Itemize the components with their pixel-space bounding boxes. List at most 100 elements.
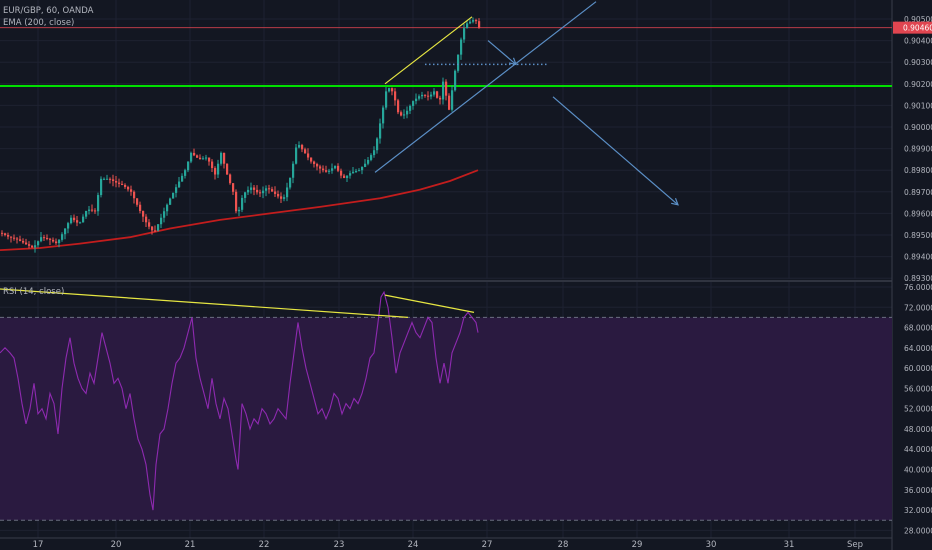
candle-up[interactable] bbox=[70, 217, 73, 224]
candle-up[interactable] bbox=[328, 170, 331, 172]
price-axis[interactable]: 0.90500 0.90400 0.90300 0.90200 0.90100 0.900… bbox=[893, 15, 932, 535]
candle-up[interactable] bbox=[250, 187, 253, 190]
candle-down[interactable] bbox=[325, 170, 328, 172]
candle-down[interactable] bbox=[277, 193, 280, 197]
candle-up[interactable] bbox=[352, 171, 355, 174]
candle-down[interactable] bbox=[7, 235, 10, 237]
candle-up[interactable] bbox=[385, 91, 388, 108]
candle-down[interactable] bbox=[208, 157, 211, 162]
candle-up[interactable] bbox=[454, 70, 457, 91]
candle-down[interactable] bbox=[226, 163, 229, 175]
candle-up[interactable] bbox=[361, 166, 364, 171]
candle-up[interactable] bbox=[169, 198, 172, 205]
candle-up[interactable] bbox=[205, 157, 208, 159]
candle-down[interactable] bbox=[253, 187, 256, 190]
candle-down[interactable] bbox=[223, 152, 226, 164]
candle-up[interactable] bbox=[181, 175, 184, 182]
candle-up[interactable] bbox=[472, 20, 475, 22]
candle-down[interactable] bbox=[322, 168, 325, 171]
candle-up[interactable] bbox=[61, 234, 64, 240]
time-axis[interactable]: 17 20 21 22 23 24 27 28 29 30 31 Sep bbox=[33, 540, 863, 550]
candle-up[interactable] bbox=[217, 163, 220, 175]
candle-down[interactable] bbox=[22, 240, 25, 243]
candle-down[interactable] bbox=[280, 196, 283, 199]
candle-down[interactable] bbox=[439, 97, 442, 100]
channel-line[interactable] bbox=[374, 1, 597, 173]
candle-down[interactable] bbox=[121, 183, 124, 185]
candle-down[interactable] bbox=[151, 226, 154, 231]
candle-down[interactable] bbox=[139, 204, 142, 211]
candle-up[interactable] bbox=[82, 216, 85, 223]
candle-up[interactable] bbox=[175, 187, 178, 193]
candle-up[interactable] bbox=[364, 163, 367, 167]
candle-up[interactable] bbox=[334, 165, 337, 169]
candle-up[interactable] bbox=[172, 192, 175, 199]
candle-up[interactable] bbox=[298, 145, 301, 148]
candle-up[interactable] bbox=[244, 192, 247, 198]
candle-up[interactable] bbox=[406, 110, 409, 115]
candle-up[interactable] bbox=[79, 222, 82, 224]
candle-down[interactable] bbox=[28, 244, 31, 246]
candle-up[interactable] bbox=[412, 101, 415, 106]
candle-up[interactable] bbox=[415, 98, 418, 102]
candle-up[interactable] bbox=[97, 195, 100, 212]
candle-down[interactable] bbox=[94, 210, 97, 212]
candle-up[interactable] bbox=[163, 211, 166, 218]
candle-up[interactable] bbox=[103, 178, 106, 180]
candle-up[interactable] bbox=[418, 96, 421, 99]
candle-up[interactable] bbox=[58, 239, 61, 244]
candle-down[interactable] bbox=[118, 182, 121, 184]
candle-up[interactable] bbox=[88, 209, 91, 211]
candle-up[interactable] bbox=[460, 39, 463, 55]
candle-down[interactable] bbox=[232, 183, 235, 192]
candle-up[interactable] bbox=[442, 81, 445, 100]
candle-up[interactable] bbox=[466, 23, 469, 29]
candle-up[interactable] bbox=[178, 181, 181, 188]
candle-down[interactable] bbox=[55, 241, 58, 244]
candle-up[interactable] bbox=[403, 114, 406, 116]
candle-up[interactable] bbox=[40, 237, 43, 242]
candle-down[interactable] bbox=[235, 191, 238, 212]
candle-down[interactable] bbox=[424, 94, 427, 96]
price-pane[interactable] bbox=[0, 1, 892, 253]
candle-down[interactable] bbox=[214, 168, 217, 175]
candle-up[interactable] bbox=[388, 88, 391, 92]
candle-up[interactable] bbox=[370, 155, 373, 160]
candle-down[interactable] bbox=[112, 179, 115, 181]
candle-up[interactable] bbox=[367, 159, 370, 164]
candle-down[interactable] bbox=[343, 175, 346, 179]
candle-down[interactable] bbox=[259, 192, 262, 194]
candle-up[interactable] bbox=[202, 158, 205, 160]
candle-down[interactable] bbox=[316, 163, 319, 167]
candle-down[interactable] bbox=[313, 161, 316, 164]
candle-up[interactable] bbox=[373, 150, 376, 156]
trend-line-top[interactable] bbox=[384, 16, 473, 85]
candle-up[interactable] bbox=[67, 223, 70, 229]
candle-down[interactable] bbox=[49, 238, 52, 240]
candle-down[interactable] bbox=[109, 178, 112, 180]
candle-up[interactable] bbox=[382, 107, 385, 124]
candle-down[interactable] bbox=[16, 238, 19, 240]
candle-up[interactable] bbox=[160, 217, 163, 225]
candle-up[interactable] bbox=[358, 170, 361, 172]
candle-down[interactable] bbox=[448, 95, 451, 110]
ema-line[interactable] bbox=[0, 169, 479, 251]
candle-up[interactable] bbox=[433, 91, 436, 95]
candle-down[interactable] bbox=[25, 242, 28, 245]
candle-up[interactable] bbox=[190, 152, 193, 162]
candle-down[interactable] bbox=[256, 189, 259, 193]
rsi-pane[interactable] bbox=[0, 288, 479, 511]
candle-down[interactable] bbox=[268, 188, 271, 190]
candle-down[interactable] bbox=[193, 152, 196, 156]
candle-down[interactable] bbox=[91, 209, 94, 211]
candle-down[interactable] bbox=[124, 184, 127, 187]
candle-up[interactable] bbox=[292, 163, 295, 178]
candle-up[interactable] bbox=[187, 161, 190, 171]
candle-up[interactable] bbox=[451, 90, 454, 110]
candle-down[interactable] bbox=[340, 170, 343, 176]
candle-up[interactable] bbox=[184, 170, 187, 176]
candle-down[interactable] bbox=[145, 216, 148, 223]
candle-up[interactable] bbox=[286, 187, 289, 198]
arrow-long[interactable] bbox=[552, 96, 679, 206]
